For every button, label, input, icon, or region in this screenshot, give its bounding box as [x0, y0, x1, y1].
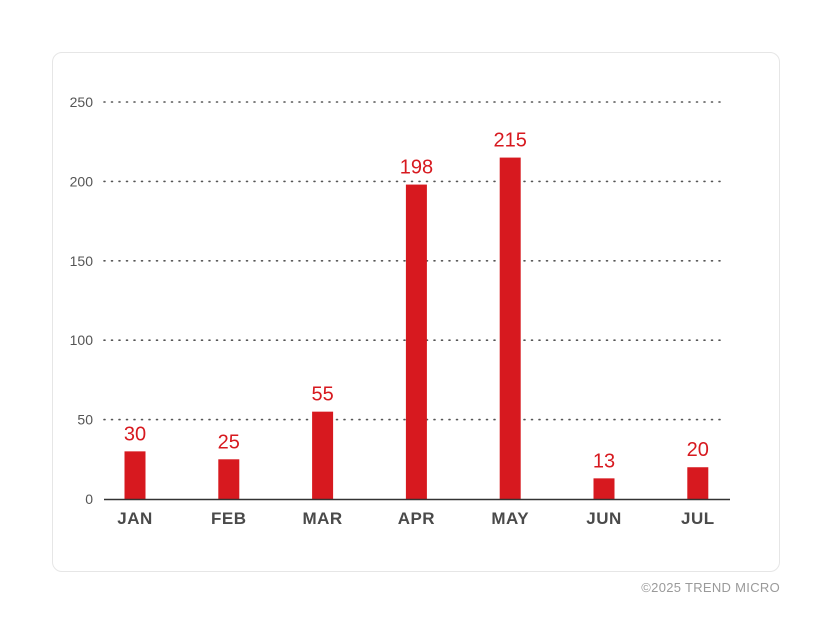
bar-feb — [218, 459, 240, 499]
data-label-jan: 30 — [124, 423, 146, 445]
x-tick-label-jun: JUN — [586, 509, 622, 528]
x-tick-label-mar: MAR — [302, 509, 342, 528]
y-tick-label: 200 — [70, 173, 94, 189]
y-tick-label: 250 — [70, 94, 94, 110]
bar-mar — [312, 411, 334, 499]
data-label-jun: 13 — [593, 450, 615, 472]
y-tick-label: 100 — [70, 332, 94, 348]
y-axis-ticks: 0 50 100 150 200 250 — [70, 94, 94, 507]
x-tick-label-jan: JAN — [117, 509, 153, 528]
copyright-footer: ©2025 TREND MICRO — [641, 580, 780, 595]
data-label-jul: 20 — [687, 439, 709, 461]
data-label-may: 215 — [494, 130, 527, 152]
y-tick-label: 50 — [77, 412, 93, 428]
bar-apr — [405, 184, 427, 500]
x-tick-label-feb: FEB — [211, 509, 247, 528]
bars — [124, 157, 709, 500]
x-tick-label-apr: APR — [398, 509, 435, 528]
y-tick-label: 150 — [70, 253, 94, 269]
data-label-mar: 55 — [311, 384, 333, 406]
x-tick-label-may: MAY — [491, 509, 529, 528]
bar-jan — [124, 451, 146, 499]
bar-jun — [593, 478, 615, 499]
bar-jul — [687, 467, 709, 499]
data-labels: 30 25 55 198 215 13 20 — [124, 130, 709, 473]
y-tick-label: 0 — [85, 491, 93, 507]
data-label-feb: 25 — [218, 431, 240, 453]
data-label-apr: 198 — [400, 157, 433, 179]
x-tick-label-jul: JUL — [681, 509, 715, 528]
x-axis-ticks: JAN FEB MAR APR MAY JUN JUL — [117, 509, 714, 528]
bar-may — [499, 157, 521, 499]
